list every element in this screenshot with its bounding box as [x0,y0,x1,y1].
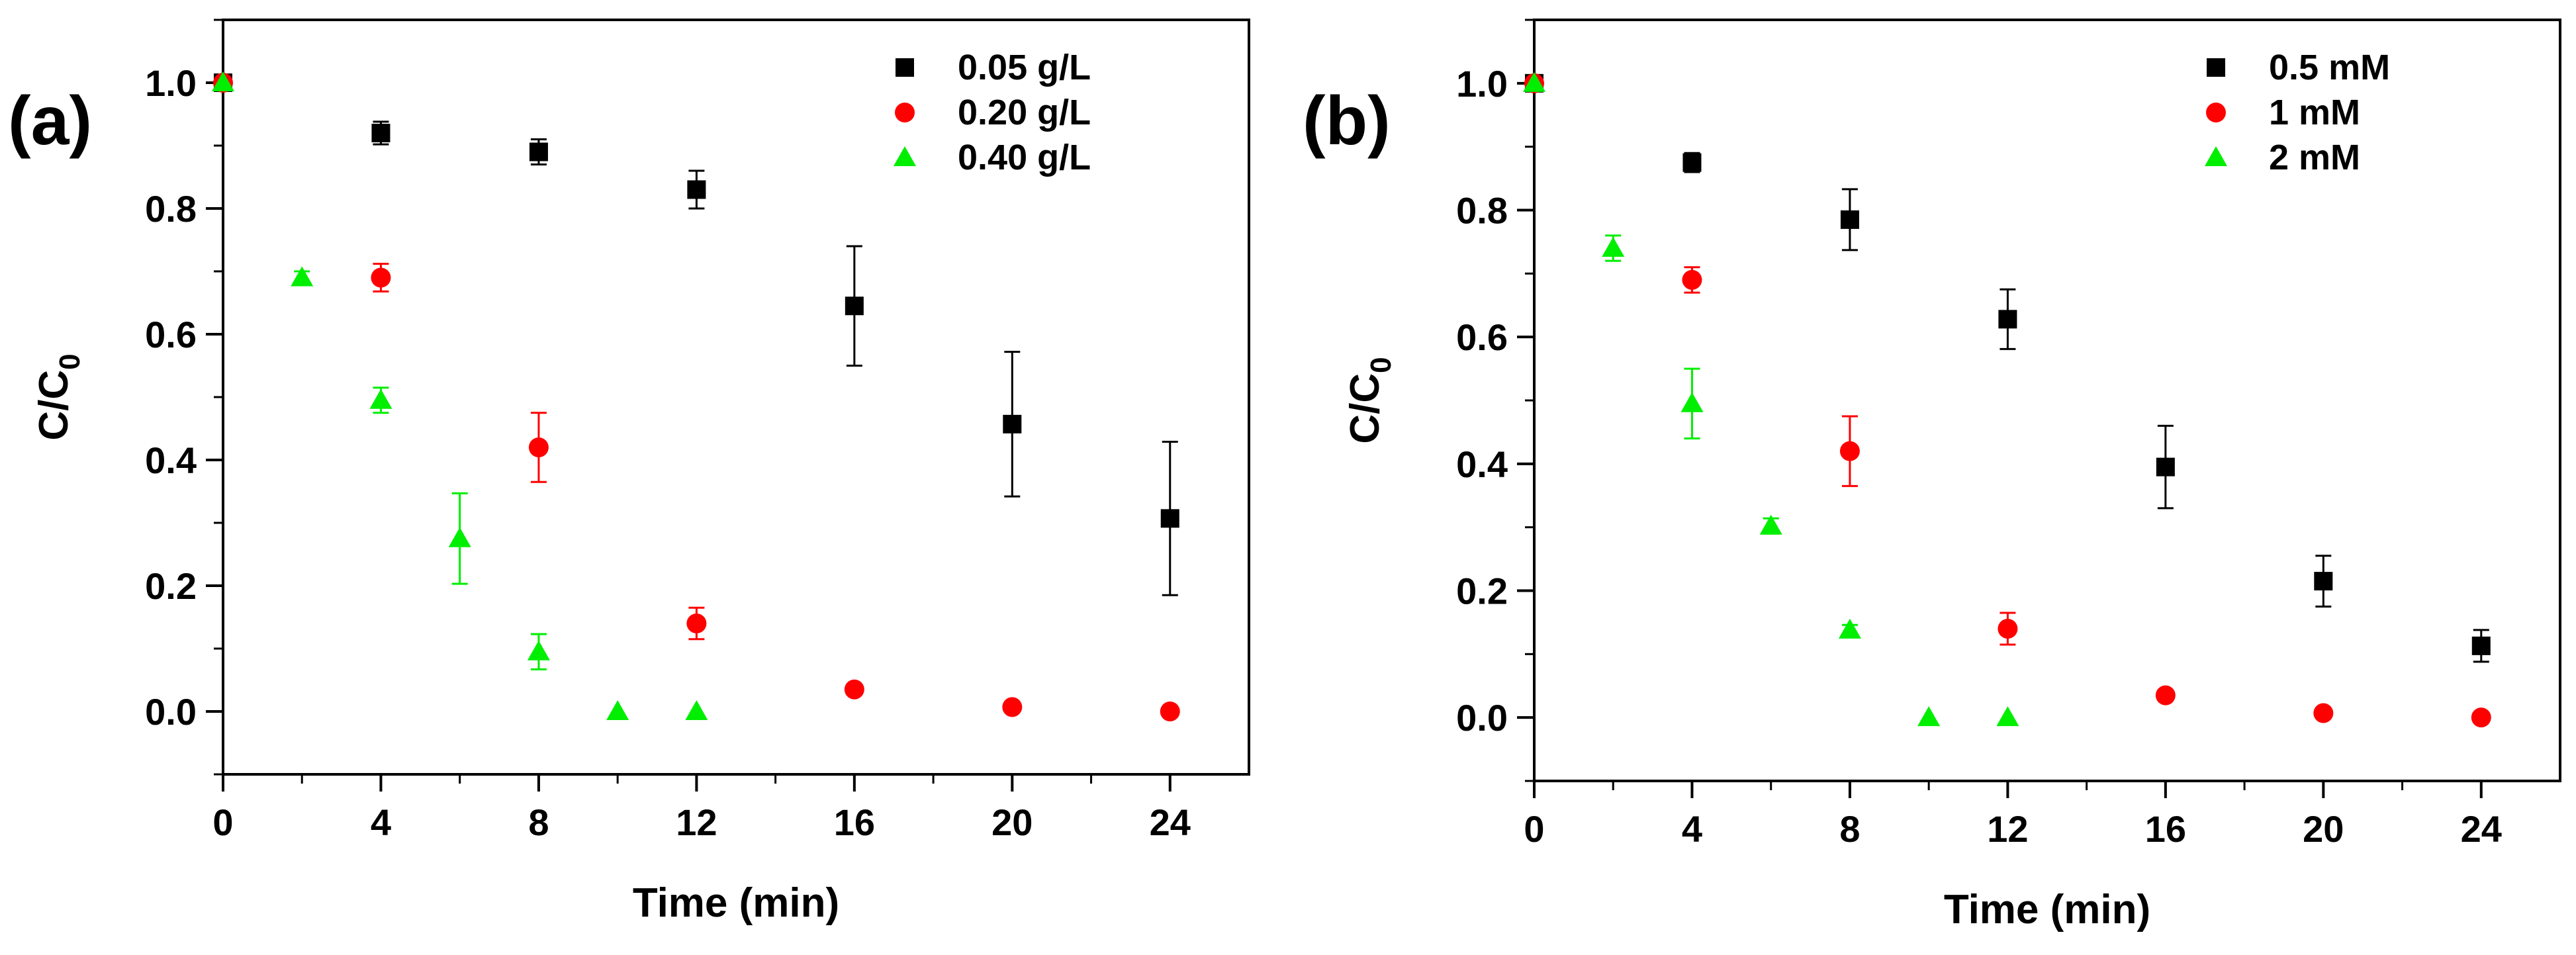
x-tick-label: 8 [528,801,549,843]
legend-label: 2 mM [2269,138,2360,177]
y-axis-title-subscript: 0 [1365,357,1397,373]
data-point [1680,392,1704,412]
data-point [1839,441,1860,461]
legend-marker [896,58,914,77]
chart-panel-a: 0 4 8 12 16 20 24 0.0 0.2 0.4 0.6 0.8 1.0 Time (min) C… [8,19,1250,926]
x-tick-label: 24 [2461,808,2502,850]
data-point [686,614,707,633]
data-point [448,527,471,547]
x-axis-title: Time (min) [1944,887,2150,932]
legend-marker [2206,103,2226,122]
legend-marker [2205,146,2227,166]
legend-marker [2207,58,2225,77]
x-tick-label: 16 [2145,808,2186,850]
y-tick-label: 0.4 [1456,443,1508,485]
data-point [1759,514,1782,535]
x-tick-label: 0 [212,801,233,843]
data-point [291,266,314,287]
data-point [529,142,548,161]
data-point [1917,706,1941,727]
chart-panel-b: 0 4 8 12 16 20 24 0.0 0.2 0.4 0.6 0.8 1.0 Time (min) C… [1303,19,2561,932]
data-point [1160,702,1180,721]
y-tick-label: 0.6 [145,314,197,355]
series-0-40-g-l [212,71,708,720]
y-tick-label: 0.2 [1456,570,1508,612]
legend-label: 0.05 g/L [958,48,1091,87]
legend: 0.05 g/L 0.20 g/L 0.40 g/L [894,48,1091,177]
y-axis-title: C/C0 [31,353,86,440]
y-axis-title-main: C/C [31,370,77,441]
y-axis-title-main: C/C [1342,373,1388,444]
y-tick-label: 0.4 [145,439,197,481]
data-point [844,679,864,700]
y-tick-label: 0.6 [1456,316,1508,358]
data-point [1682,269,1702,290]
data-point [2313,703,2334,723]
data-point [1160,509,1179,528]
legend-label: 0.40 g/L [958,138,1091,177]
data-point [1602,237,1625,257]
y-tick-label: 0.0 [1456,697,1508,739]
data-point [687,180,706,199]
x-tick-label: 16 [834,801,875,843]
legend-label: 1 mM [2269,93,2360,132]
y-tick-label: 0.8 [145,188,197,230]
x-tick-label: 20 [991,801,1033,843]
y-axis-title-subscript: 0 [54,353,86,369]
y-tick-label: 1.0 [1456,63,1508,105]
data-point [371,267,391,288]
data-point [2471,707,2491,728]
legend: 0.5 mM 1 mM 2 mM [2205,48,2390,177]
x-tick-label: 12 [1987,808,2028,850]
y-tick-label: 0.2 [145,565,197,607]
data-point [212,71,234,91]
data-point [2314,572,2333,591]
x-tick-label: 20 [2303,808,2344,850]
x-tick-label: 4 [371,801,391,843]
x-tick-label: 24 [1150,801,1191,843]
x-tick-label: 0 [1524,808,1544,850]
legend-marker [894,146,916,166]
data-point [1998,619,2018,639]
x-tick-label: 4 [1682,808,1702,850]
legend-marker [895,103,915,122]
data-point [1003,414,1022,433]
series-0-5-mm [1525,73,2491,663]
data-point [1838,618,1861,639]
y-tick-label: 0.8 [1456,190,1508,232]
data-point [845,296,864,316]
series-0-20-g-l [213,73,1180,721]
data-point [685,700,708,720]
data-point [1840,210,1859,229]
panel-label: (b) [1303,83,1391,159]
data-point [369,388,392,409]
data-point [1996,706,2019,727]
data-point [2156,457,2175,477]
series-2-mm [1523,71,2019,727]
data-point [528,437,549,457]
legend-label: 0.5 mM [2269,48,2390,87]
data-point [1523,71,1545,92]
data-point [527,640,550,660]
data-point [1998,310,2017,329]
data-point [2155,685,2176,705]
data-point [606,700,629,720]
y-tick-label: 1.0 [145,62,197,104]
y-tick-label: 0.0 [145,691,197,733]
y-axis-title: C/C0 [1342,357,1397,443]
data-point [2471,636,2491,655]
data-point [371,124,391,142]
x-tick-label: 12 [676,801,717,843]
series-1-mm [1524,73,2491,728]
data-point [1002,697,1023,717]
x-tick-label: 8 [1839,808,1860,850]
panel-label: (a) [8,83,92,159]
x-axis-title: Time (min) [633,880,839,926]
legend-label: 0.20 g/L [958,93,1091,132]
data-point [1682,153,1702,172]
